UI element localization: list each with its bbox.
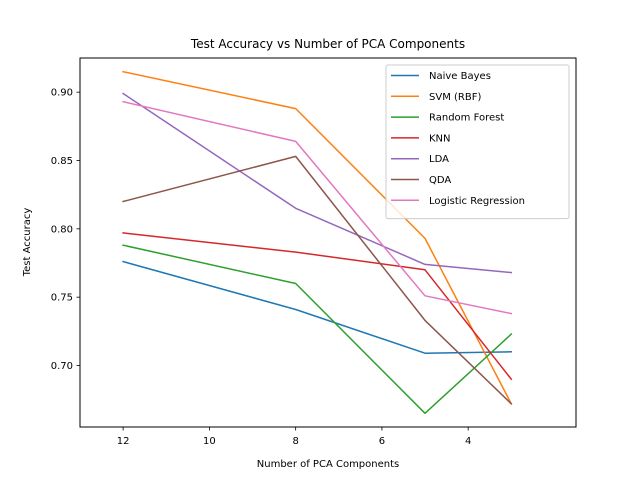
series-line-1 xyxy=(122,70,513,405)
x-tick-label-3: 6 xyxy=(379,436,385,447)
legend-label-1: SVM (RBF) xyxy=(429,92,481,103)
chart-title: Test Accuracy vs Number of PCA Component… xyxy=(190,37,465,51)
series-line-3 xyxy=(122,232,513,381)
y-tick-label-1: 0.75 xyxy=(51,293,73,304)
legend-label-4: LDA xyxy=(429,154,449,165)
x-axis: 12 10 8 6 4 xyxy=(117,427,471,447)
legend-label-3: KNN xyxy=(429,133,451,144)
legend-label-2: Random Forest xyxy=(429,113,504,124)
x-tick-label-2: 8 xyxy=(292,436,298,447)
legend-label-0: Naive Bayes xyxy=(429,71,491,82)
y-axis-label: Test Accuracy xyxy=(22,208,33,278)
plot-frame xyxy=(79,57,577,428)
y-axis: 0.70 0.75 0.80 0.85 0.90 xyxy=(51,88,80,372)
series-layer xyxy=(122,70,513,415)
series-line-5 xyxy=(122,155,513,405)
series-line-4 xyxy=(122,92,513,274)
y-tick-label-2: 0.80 xyxy=(51,224,73,235)
x-tick-label-1: 10 xyxy=(203,436,216,447)
x-axis-label: Number of PCA Components xyxy=(257,459,399,470)
x-tick-label-4: 4 xyxy=(465,436,471,447)
legend-frame xyxy=(385,64,570,220)
legend-label-6: Logistic Regression xyxy=(429,196,525,207)
legend: Naive Bayes SVM (RBF) Random Forest KNN LDA Q… xyxy=(385,64,570,220)
x-tick-label-0: 12 xyxy=(117,436,130,447)
y-tick-label-3: 0.85 xyxy=(51,156,73,167)
y-tick-label-0: 0.70 xyxy=(51,361,73,372)
legend-label-5: QDA xyxy=(429,175,451,186)
series-line-2 xyxy=(122,244,513,415)
series-line-0 xyxy=(122,260,513,354)
y-tick-label-4: 0.90 xyxy=(51,88,73,99)
series-line-6 xyxy=(122,100,513,315)
